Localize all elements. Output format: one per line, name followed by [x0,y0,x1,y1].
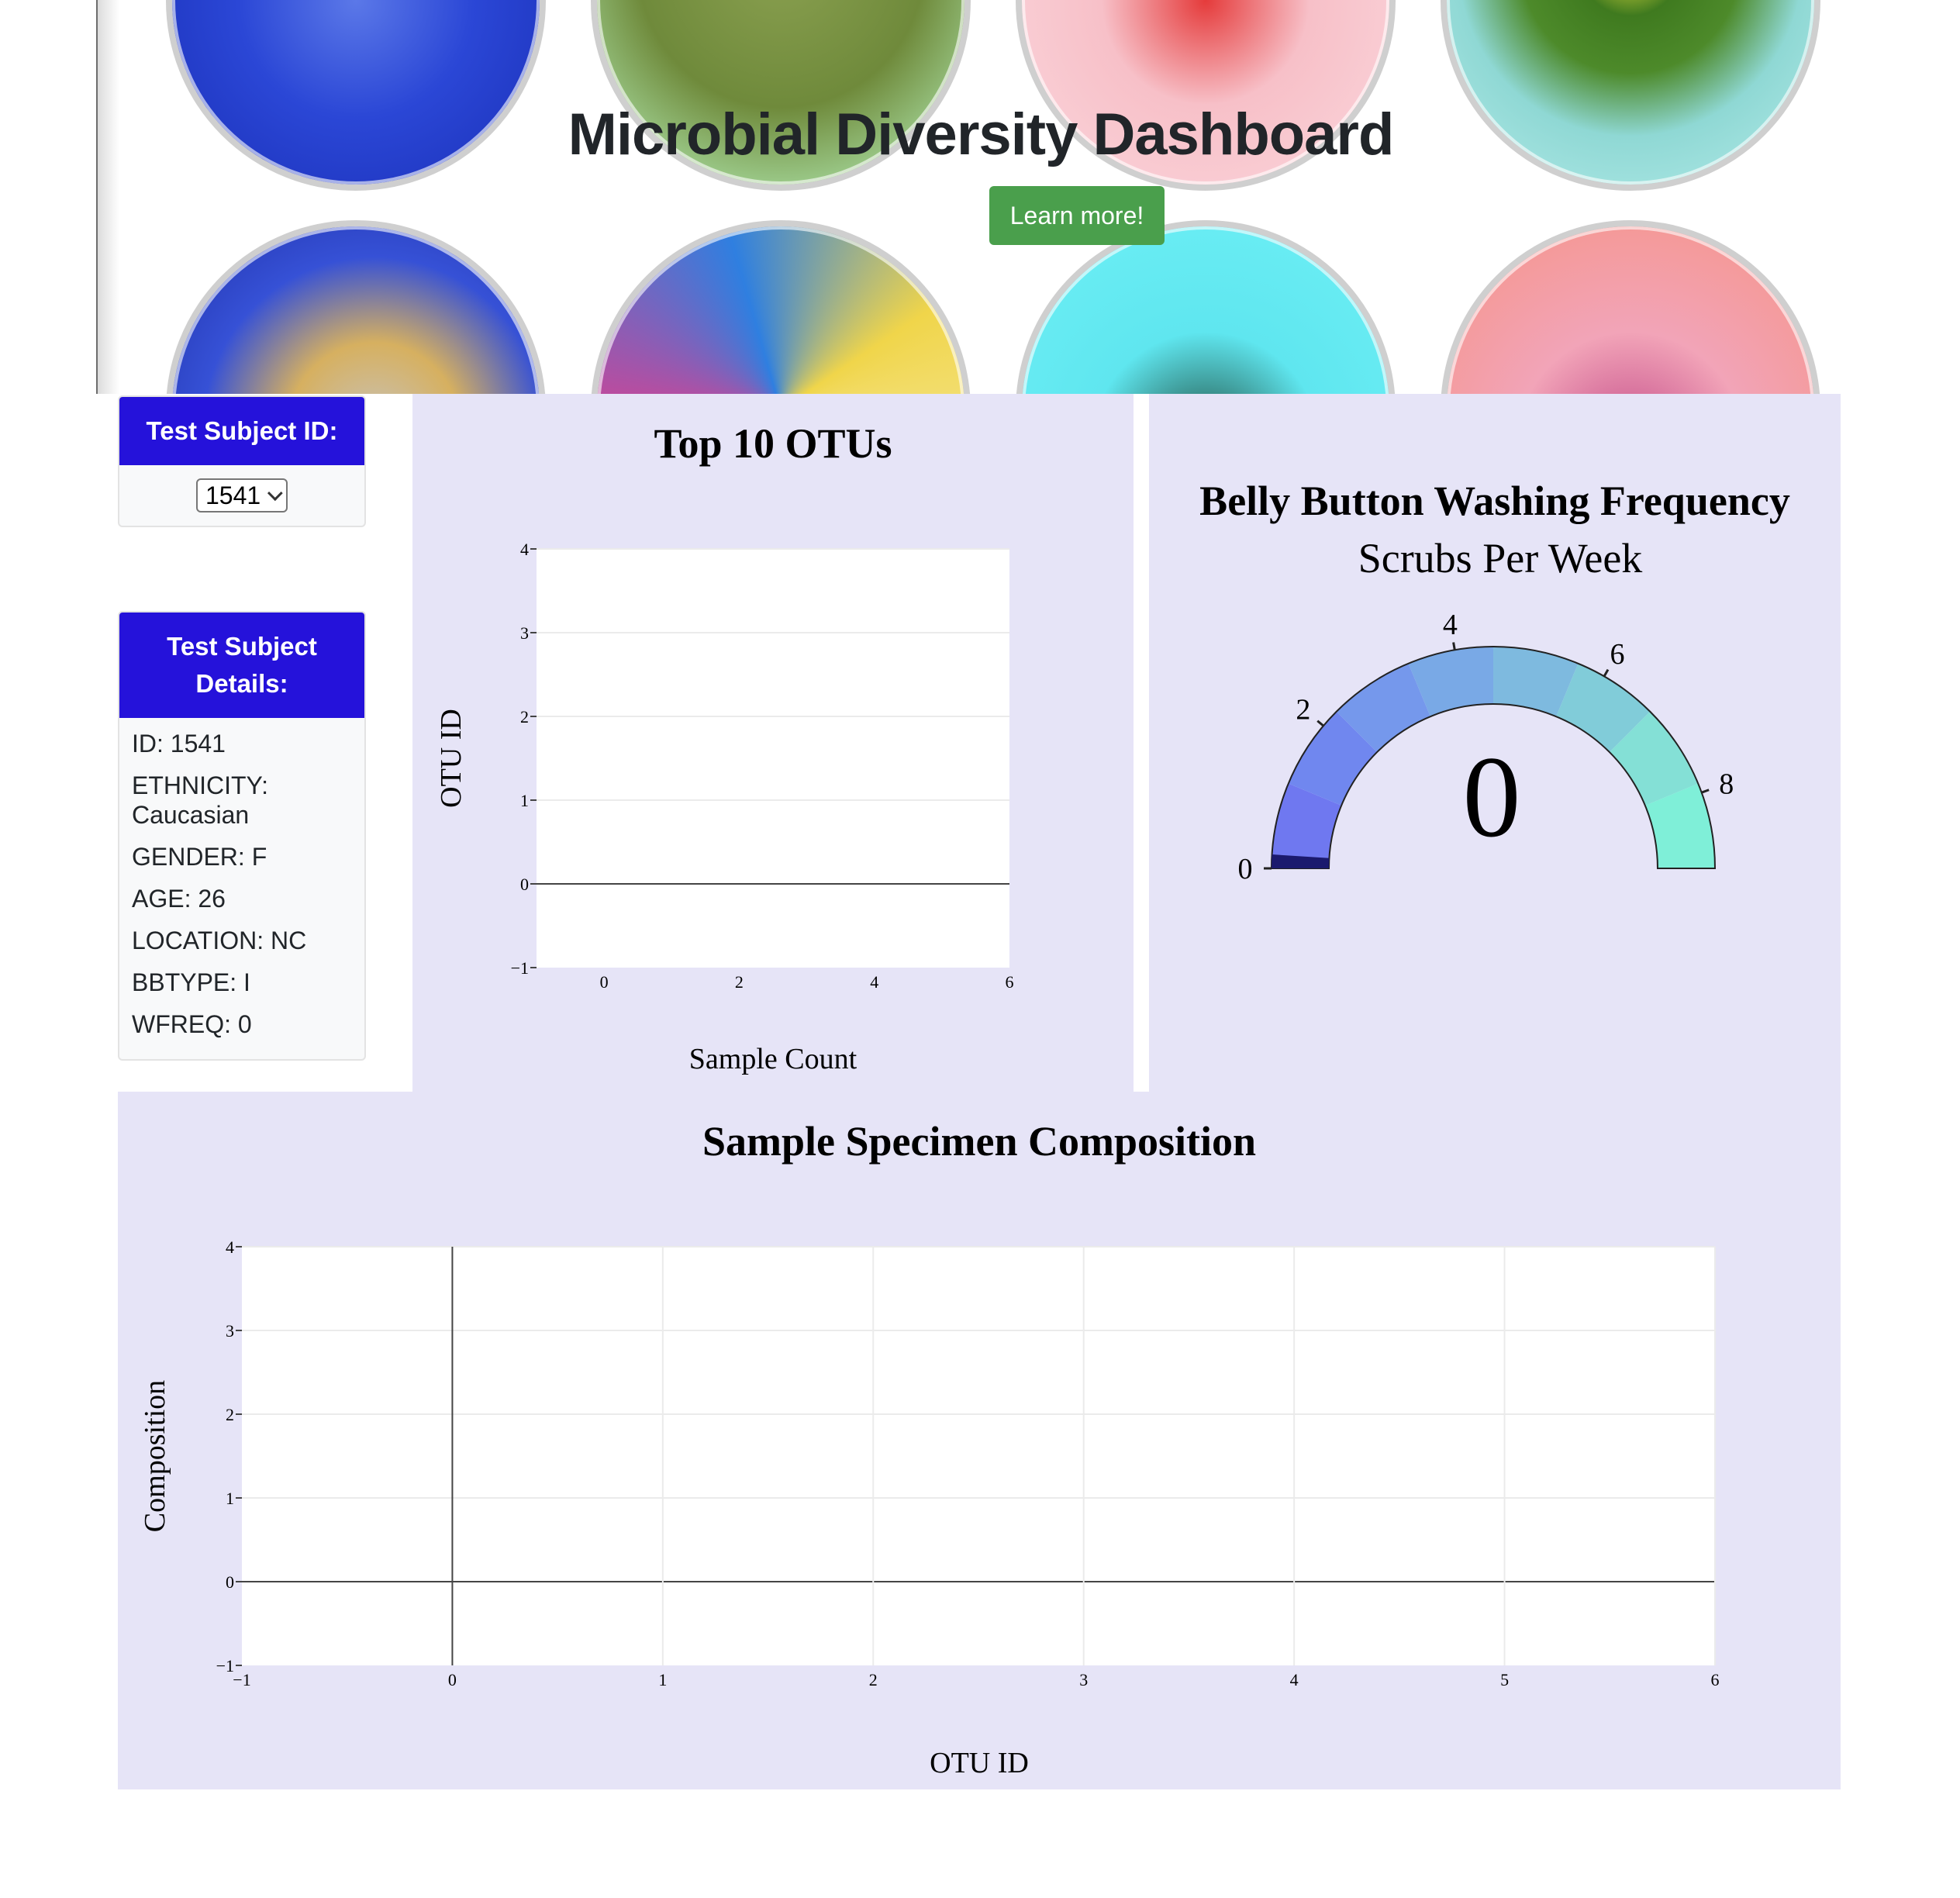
wash-frequency-gauge: Belly Button Washing Frequency Scrubs Pe… [1199,478,1790,885]
bubble-y-tick-label: 0 [226,1572,234,1592]
bar-y-tick-label: 4 [520,540,529,559]
gauge-outline [1270,646,1717,869]
gauge-tick-mark [1701,789,1710,794]
petri-dish-image [1016,220,1396,394]
top-otus-bar-chart: Top 10 OTUs −1 0 1 2 3 4 0 2 4 6 Sample Count OTU… [435,420,1014,1075]
gauge-tick-label: 8 [1719,768,1734,801]
gauge-value-bar [1272,854,1330,868]
bar-y-tick-label: −1 [511,958,529,978]
petri-dish-image [166,220,546,394]
gauge-band [1609,711,1699,806]
bar-y-tick-label: 2 [520,707,529,726]
bar-x-tick-label: 2 [735,972,744,992]
gauge-band [1408,647,1493,717]
subject-select-card: Test Subject ID: 1541 [118,395,366,527]
bar-y-axis-label: OTU ID [435,709,468,808]
detail-gender: GENDER: F [132,843,267,871]
detail-bbtype: BBTYPE: I [132,968,250,996]
bubble-y-tick-label: 4 [226,1237,234,1257]
subject-id-selected: 1541 [205,481,261,509]
bar-plot-area [537,549,1009,968]
petri-dish-image [1441,220,1820,394]
gauge-tick-mark [1316,720,1324,727]
bubble-x-axis-label: OTU ID [930,1747,1029,1779]
gauge-band [1493,647,1579,717]
detail-id: ID: 1541 [132,730,226,757]
bubble-x-tick-label: −1 [233,1670,250,1689]
learn-more-button[interactable]: Learn more! [989,186,1165,245]
detail-age: AGE: 26 [132,885,226,913]
bubble-x-tick-label: 6 [1711,1670,1720,1689]
bubble-y-tick-label: 2 [226,1405,234,1424]
bar-chart-title: Top 10 OTUs [654,420,892,467]
gauge-band [1556,663,1651,753]
sample-composition-bubble-chart: Sample Specimen Composition −1 0 1 2 3 4 −1 0 1 2… [139,1118,1720,1779]
bubble-y-axis-label: Composition [139,1380,171,1532]
bubble-y-tick-label: −1 [216,1656,234,1675]
bubble-x-tick-label: 4 [1290,1670,1299,1689]
gauge-tick-label: 6 [1610,638,1625,671]
bar-x-tick-label: 0 [600,972,609,992]
gauge-band [1288,711,1378,806]
bubble-chart-title: Sample Specimen Composition [702,1118,1256,1165]
bubble-x-tick-label: 1 [658,1670,667,1689]
bubble-y-tick-label: 1 [226,1489,234,1508]
bubble-plot-area [242,1247,1715,1665]
gauge-tick-label: 2 [1296,693,1310,726]
gauge-tick-mark [1603,668,1610,678]
detail-wfreq: WFREQ: 0 [132,1010,252,1038]
bubble-x-tick-label: 2 [869,1670,878,1689]
gauge-chart-panel [1149,394,1841,1092]
bar-x-tick-label: 6 [1006,972,1014,992]
gauge-tick-label: 4 [1443,609,1458,641]
bar-y-tick-label: 0 [520,875,529,894]
gauge-tick-mark [1452,642,1456,650]
bubble-x-tick-label: 5 [1500,1670,1509,1689]
gauge-tick-label: 0 [1238,853,1253,885]
hero-banner: Microbial Diversity Dashboard Learn more… [96,0,1841,394]
bubble-x-tick-label: 0 [448,1670,457,1689]
bar-x-tick-label: 4 [870,972,878,992]
petri-dish-image [591,220,971,394]
bubble-x-tick-label: 3 [1079,1670,1088,1689]
gauge-band [1272,783,1342,868]
subject-details-list: ID: 1541 ETHNICITY: Caucasian GENDER: F … [119,718,364,1059]
gauge-value: 0 [1463,733,1521,861]
page-title: Microbial Diversity Dashboard [568,102,1395,167]
detail-ethnicity: ETHNICITY: Caucasian [132,771,269,829]
subject-details-card: Test Subject Details: ID: 1541 ETHNICITY… [118,611,366,1061]
gauge-band [1644,783,1715,868]
bubble-y-tick-label: 3 [226,1321,234,1341]
hero-edge-shadow [98,0,119,394]
gauge-subtitle: Scrubs Per Week [1358,535,1643,581]
subject-details-heading: Test Subject Details: [119,613,364,718]
subject-select-heading: Test Subject ID: [119,397,364,465]
subject-id-dropdown[interactable]: 1541 [196,478,288,512]
gauge-title: Belly Button Washing Frequency [1199,478,1790,524]
detail-location: LOCATION: NC [132,927,307,954]
bar-y-tick-label: 3 [520,623,529,643]
gauge-band [1336,663,1430,753]
bar-y-tick-label: 1 [520,791,529,810]
chevron-down-icon [267,485,283,502]
bar-x-axis-label: Sample Count [689,1043,858,1075]
